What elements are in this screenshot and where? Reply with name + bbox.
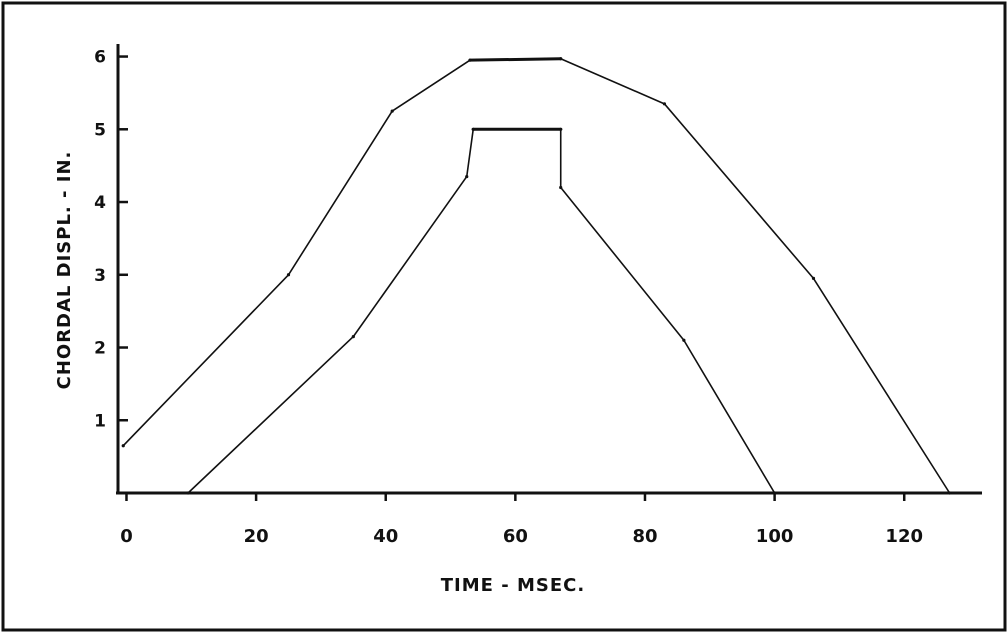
series-1-segment <box>468 57 563 62</box>
series-2-point <box>773 491 777 495</box>
series-1-segment <box>391 59 471 112</box>
series-1-point <box>662 102 667 106</box>
y-tick-label: 4 <box>94 193 106 213</box>
series-2-point <box>559 127 563 131</box>
series-1-point <box>286 273 291 277</box>
series-1-point <box>559 57 563 61</box>
x-tick-label: 120 <box>885 526 923 547</box>
series-2-point <box>465 174 469 179</box>
series-2-segment <box>352 175 468 338</box>
series-1-point <box>947 491 952 495</box>
series-2-point <box>559 185 563 190</box>
series-1-segment <box>663 103 815 280</box>
x-axis-label: TIME - MSEC. <box>441 575 585 596</box>
series-1-segment <box>287 110 394 276</box>
series-1-segment <box>559 57 666 105</box>
y-tick-label: 1 <box>94 411 106 431</box>
series-1-point <box>121 444 125 448</box>
x-tick-label: 60 <box>503 526 528 547</box>
series-2-point <box>186 491 190 495</box>
series-2-segment <box>465 128 475 178</box>
y-tick-label: 5 <box>94 120 106 140</box>
series-2-point <box>471 127 475 131</box>
y-tick-label: 3 <box>94 266 106 286</box>
series-1-segment <box>122 273 290 447</box>
x-tick-label: 0 <box>120 526 133 547</box>
y-tick-label: 6 <box>94 48 106 68</box>
series-1-point <box>390 109 394 113</box>
series-group <box>121 57 952 495</box>
series-2-segment <box>187 335 355 494</box>
tick-group: 0 20 40 60 80 100 120 1 2 3 4 5 6 <box>94 48 923 547</box>
series-2-point <box>351 335 355 339</box>
x-tick-label: 80 <box>632 526 657 547</box>
series-1-segment <box>812 277 951 494</box>
y-axis-label: CHORDAL DISPL. - IN. <box>54 151 75 390</box>
series-1-point <box>468 58 472 62</box>
x-tick-label: 40 <box>373 526 398 547</box>
x-tick-label: 20 <box>244 526 269 547</box>
y-tick-label: 2 <box>94 339 106 359</box>
series-2-segment <box>559 186 685 342</box>
series-2-point <box>682 338 686 342</box>
x-tick-label: 100 <box>756 526 794 547</box>
series-2-segment <box>683 339 776 494</box>
series-1-point <box>811 276 816 281</box>
